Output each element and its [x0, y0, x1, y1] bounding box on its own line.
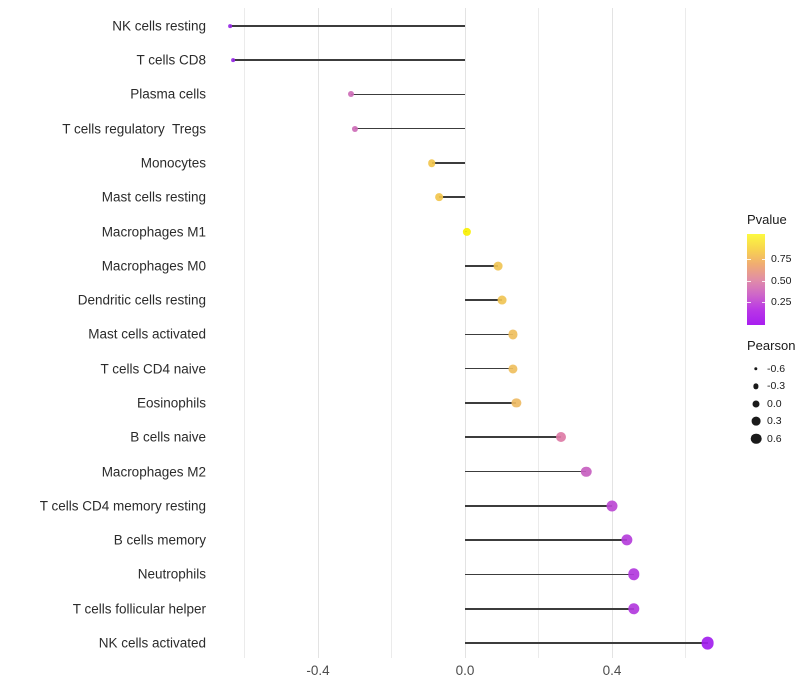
category-label: Plasma cells: [130, 86, 206, 102]
lollipop-stick: [431, 162, 465, 164]
category-label: Macrophages M0: [101, 258, 206, 274]
lollipop-stick: [465, 436, 561, 439]
pearson-legend: Pearson -0.6 -0.3 0.0 0.3 0.6: [747, 338, 800, 445]
category-label: T cells follicular helper: [72, 601, 206, 617]
data-point: [628, 568, 640, 581]
category-label: Eosinophils: [136, 395, 206, 411]
data-point: [348, 91, 355, 98]
data-point: [508, 329, 518, 339]
pearson-legend-dot: [750, 433, 762, 444]
pvalue-bar-tick: [747, 259, 751, 261]
pearson-legend-label: -0.6: [767, 363, 786, 375]
pearson-legend-dot: [752, 400, 760, 408]
x-tick-label: 0.4: [602, 663, 622, 678]
pvalue-bar-tick: [761, 259, 765, 261]
pearson-legend-label: 0.3: [767, 415, 782, 428]
data-point: [493, 261, 503, 271]
pvalue-tick-label: 0.25: [771, 296, 792, 309]
gridline-x--0.4: [317, 8, 319, 658]
pvalue-bar-tick: [761, 302, 765, 304]
lollipop-stick: [465, 470, 587, 473]
lollipop-stick: [229, 25, 465, 27]
lollipop-stick: [233, 59, 465, 61]
pearson-legend-label: 0.6: [767, 432, 782, 445]
lollipop-stick: [465, 367, 513, 370]
data-point: [701, 636, 714, 650]
gridline-x-0.6: [685, 8, 686, 658]
gridline-x--0.2: [391, 8, 392, 658]
gridline-x-0.4: [611, 8, 613, 658]
category-label: T cells CD8: [136, 52, 206, 68]
lollipop-stick: [465, 333, 513, 336]
lollipop-stick: [439, 196, 465, 199]
pvalue-tick-label: 0.75: [771, 253, 792, 266]
data-point: [462, 227, 471, 236]
category-label: NK cells resting: [112, 18, 206, 34]
data-point: [621, 534, 633, 546]
lollipop-stick: [465, 539, 627, 541]
category-label: B cells naive: [130, 429, 206, 445]
category-label: T cells CD4 naive: [100, 361, 206, 377]
category-label: Mast cells activated: [88, 326, 206, 342]
data-point: [606, 500, 618, 512]
data-point: [435, 193, 444, 202]
data-point: [628, 603, 640, 615]
gridline-x--0.6: [244, 8, 245, 658]
pearson-legend-label: -0.3: [767, 380, 786, 393]
x-tick-label: 0.0: [455, 663, 475, 678]
pvalue-legend-title: Pvalue: [747, 212, 787, 227]
data-point: [227, 23, 232, 28]
category-label: Monocytes: [140, 155, 206, 171]
category-label: Dendritic cells resting: [77, 292, 206, 308]
pvalue-bar-tick: [747, 302, 751, 304]
category-label: NK cells activated: [98, 635, 206, 651]
data-point: [508, 364, 518, 374]
x-tick-label: -0.4: [306, 663, 330, 678]
category-label: T cells regulatory Tregs: [62, 121, 206, 137]
category-label: Mast cells resting: [101, 189, 206, 205]
lollipop-stick: [351, 93, 465, 96]
lollipop-stick: [465, 642, 708, 644]
lollipop-stick: [465, 505, 612, 507]
pearson-legend-dot: [753, 383, 759, 389]
lollipop-stick: [465, 402, 517, 404]
pearson-legend-dot: [754, 367, 758, 371]
category-label: Macrophages M1: [101, 224, 206, 240]
gridline-x-0: [464, 8, 466, 658]
lollipop-stick: [465, 607, 635, 610]
category-label: B cells memory: [113, 532, 206, 548]
lollipop-stick: [465, 573, 635, 576]
data-point: [511, 398, 522, 408]
data-point: [555, 432, 566, 443]
pearson-legend-label: 0.0: [767, 397, 782, 410]
data-point: [351, 125, 358, 132]
data-point: [581, 466, 592, 477]
pvalue-bar-tick: [747, 280, 751, 282]
gridline-x-0.2: [538, 8, 539, 658]
data-point: [428, 159, 436, 167]
category-label: Macrophages M2: [101, 464, 206, 480]
pvalue-bar-tick: [761, 280, 765, 282]
pvalue-tick-label: 0.50: [771, 274, 792, 287]
data-point: [231, 58, 236, 62]
pearson-legend-title: Pearson: [747, 338, 796, 353]
data-point: [497, 295, 507, 305]
lollipop-stick: [354, 127, 465, 130]
pvalue-gradient-bar: [747, 234, 765, 325]
category-label: Neutrophils: [137, 566, 206, 582]
pvalue-legend: Pvalue 0.75 0.50 0.25: [747, 212, 800, 325]
lollipop-stick: [465, 299, 502, 301]
pearson-legend-dot: [751, 416, 761, 426]
category-label: T cells CD4 memory resting: [39, 498, 206, 514]
lollipop-stick: [465, 265, 499, 267]
